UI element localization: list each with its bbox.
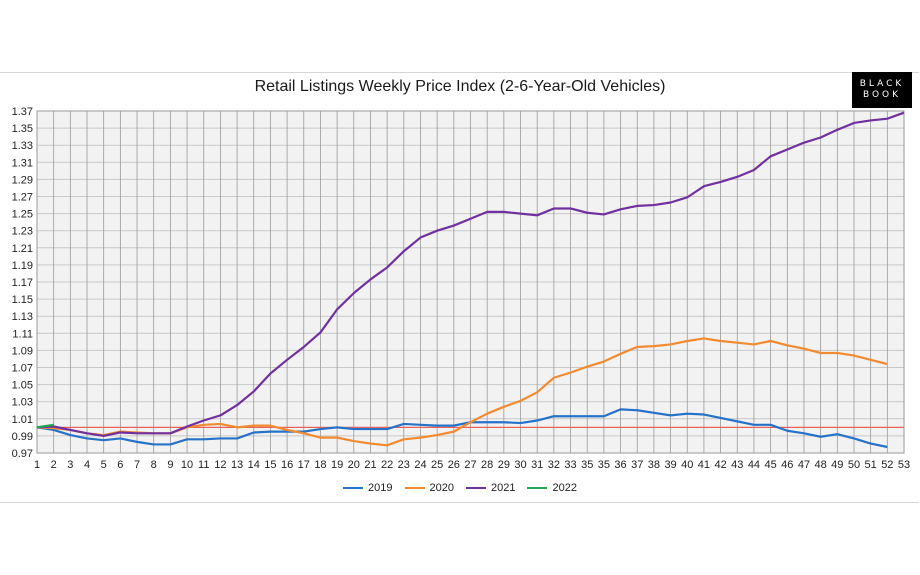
x-tick-label: 5 [101,459,107,471]
x-tick-label: 4 [84,459,90,471]
x-tick-label: 53 [898,459,910,471]
x-tick-label: 18 [314,459,326,471]
x-tick-label: 3 [67,459,73,471]
y-tick-label: 1.15 [12,294,33,306]
x-tick-label: 31 [531,459,543,471]
y-tick-label: 1.01 [12,414,33,426]
legend-item-2022: 2022 [527,482,577,494]
y-tick-label: 1.19 [12,260,33,272]
x-tick-label: 52 [881,459,893,471]
x-tick-label: 1 [34,459,40,471]
chart-title: Retail Listings Weekly Price Index (2-6-… [254,78,666,95]
x-tick-label: 19 [331,459,343,471]
x-tick-label: 22 [381,459,393,471]
y-tick-label: 1.25 [12,209,33,221]
series-line-2022 [36,423,54,429]
y-tick-label: 1.05 [12,380,33,392]
y-tick-label: 1.27 [12,192,33,204]
x-tick-label: 13 [231,459,243,471]
x-tick-label: 36 [614,459,626,471]
x-tick-label: 16 [281,459,293,471]
x-tick-label: 6 [117,459,123,471]
y-tick-label: 1.21 [12,243,33,255]
x-tick-label: 41 [698,459,710,471]
legend-swatch [404,487,425,490]
series-line-2021 [36,111,905,437]
x-tick-label: 51 [865,459,877,471]
x-tick-label: 15 [264,459,276,471]
x-tick-label: 23 [398,459,410,471]
x-tick-label: 37 [631,459,643,471]
y-tick-label: 1.13 [12,311,33,323]
x-tick-label: 47 [798,459,810,471]
series-line-2019 [36,408,888,449]
x-tick-label: 39 [664,459,676,471]
y-tick-label: 1.37 [12,106,33,118]
y-tick-label: 1.07 [12,363,33,375]
x-tick-label: 27 [464,459,476,471]
x-tick-label: 48 [815,459,827,471]
x-tick-label: 33 [564,459,576,471]
x-tick-label: 49 [831,459,843,471]
plot-border [36,110,905,454]
legend-swatch [343,487,364,490]
y-tick-label: 1.03 [12,397,33,409]
x-tick-label: 46 [781,459,793,471]
x-tick-label: 12 [214,459,226,471]
x-tick-label: 9 [167,459,173,471]
x-tick-label: 44 [748,459,760,471]
y-tick-label: 1.31 [12,157,33,169]
legend-item-2019: 2019 [343,482,393,494]
x-tick-label: 17 [298,459,310,471]
x-tick-label: 42 [714,459,726,471]
y-tick-label: 0.97 [12,448,33,460]
x-tick-label: 32 [548,459,560,471]
x-tick-label: 28 [481,459,493,471]
x-tick-label: 14 [248,459,260,471]
x-tick-label: 30 [514,459,526,471]
legend-label: 2021 [491,482,516,494]
x-tick-label: 21 [364,459,376,471]
x-tick-label: 40 [681,459,693,471]
x-tick-label: 25 [431,459,443,471]
legend-item-2021: 2021 [466,482,515,494]
x-tick-label: 8 [151,459,157,471]
x-tick-label: 38 [648,459,660,471]
legend-label: 2019 [368,482,393,494]
y-tick-label: 1.09 [12,345,33,357]
chart-legend: 2019 2020 2021 2022 [0,482,920,494]
legend-item-2020: 2020 [404,482,454,494]
y-tick-label: 1.35 [12,123,33,135]
x-tick-label: 45 [764,459,776,471]
y-tick-label: 1.23 [12,226,33,238]
x-tick-label: 10 [181,459,193,471]
y-tick-label: 1.33 [12,140,33,152]
x-tick-label: 26 [448,459,460,471]
legend-label: 2020 [429,482,454,494]
x-tick-label: 24 [414,459,426,471]
x-tick-label: 35 [581,459,593,471]
black-book-logo: BLACK BOOK [852,72,912,108]
x-tick-label: 29 [498,459,510,471]
x-tick-label: 35 [598,459,610,471]
x-tick-label: 2 [51,459,57,471]
y-tick-label: 1.29 [12,174,33,186]
y-tick-label: 1.17 [12,277,33,289]
x-tick-label: 11 [198,459,209,471]
y-tick-label: 1.11 [12,328,33,340]
legend-swatch [466,487,486,490]
x-tick-label: 43 [731,459,743,471]
y-tick-label: 0.99 [12,431,33,443]
legend-label: 2022 [552,482,577,494]
x-tick-label: 7 [134,459,140,471]
x-tick-label: 50 [848,459,860,471]
x-tick-label: 20 [348,459,360,471]
legend-swatch [527,487,548,490]
